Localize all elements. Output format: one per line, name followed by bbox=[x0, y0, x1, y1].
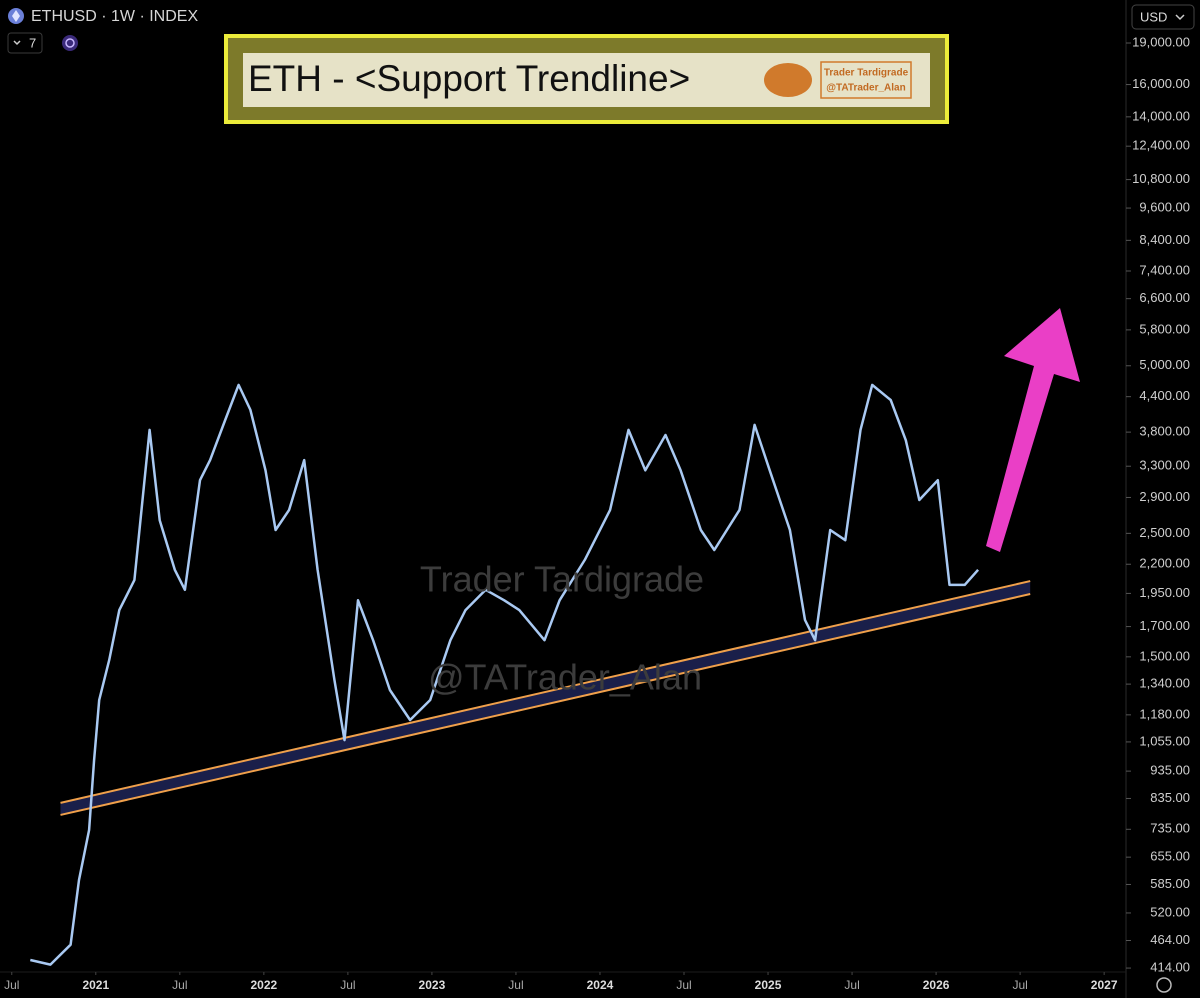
y-tick-label: 1,700.00 bbox=[1139, 618, 1190, 633]
y-tick-label: 1,950.00 bbox=[1139, 585, 1190, 600]
y-tick-label: 1,055.00 bbox=[1139, 733, 1190, 748]
x-tick-label: Jul bbox=[508, 978, 523, 992]
currency: USD bbox=[1140, 9, 1167, 24]
logo-icon bbox=[764, 63, 812, 97]
x-tick-label: 2027 bbox=[1091, 978, 1118, 992]
support-band bbox=[60, 581, 1031, 815]
y-tick-label: 835.00 bbox=[1150, 790, 1190, 805]
title-box bbox=[243, 53, 930, 107]
x-tick-label: 2024 bbox=[587, 978, 614, 992]
currency-selector[interactable] bbox=[1131, 4, 1195, 30]
y-tick-label: 3,300.00 bbox=[1139, 458, 1190, 473]
y-tick-label: 10,800.00 bbox=[1132, 171, 1190, 186]
indicator-count: 7 bbox=[29, 35, 36, 50]
y-tick-label: 1,340.00 bbox=[1139, 676, 1190, 691]
y-tick-label: 2,900.00 bbox=[1139, 489, 1190, 504]
y-tick-label: 16,000.00 bbox=[1132, 76, 1190, 91]
logo-text: Trader Tardigrade bbox=[824, 68, 909, 79]
chevron bbox=[13, 40, 21, 46]
logo-text: @TATrader_Alan bbox=[826, 83, 905, 94]
x-tick-label: Jul bbox=[4, 978, 19, 992]
y-tick-label: 1,500.00 bbox=[1139, 648, 1190, 663]
support-line-upper bbox=[60, 580, 1031, 804]
x-tick-label: 2022 bbox=[251, 978, 278, 992]
up-arrow bbox=[986, 308, 1080, 552]
settings-icon[interactable] bbox=[1156, 977, 1172, 993]
x-tick-label: Jul bbox=[172, 978, 187, 992]
indicator-toggle[interactable] bbox=[7, 32, 43, 54]
y-tick-label: 3,800.00 bbox=[1139, 424, 1190, 439]
y-tick-label: 12,400.00 bbox=[1132, 138, 1190, 153]
y-tick-label: 1,180.00 bbox=[1139, 706, 1190, 721]
watermark: @TATrader_Alan bbox=[428, 657, 702, 698]
y-tick-label: 9,600.00 bbox=[1139, 199, 1190, 214]
y-tick-label: 464.00 bbox=[1150, 932, 1190, 947]
y-tick-label: 655.00 bbox=[1150, 849, 1190, 864]
y-tick-label: 735.00 bbox=[1150, 821, 1190, 836]
chart-title: ETH - <Support Trendline> bbox=[248, 58, 690, 99]
y-tick-label: 6,600.00 bbox=[1139, 290, 1190, 305]
eth-icon-glyph bbox=[12, 10, 20, 22]
y-tick-label: 414.00 bbox=[1150, 960, 1190, 975]
sync-icon[interactable] bbox=[62, 35, 78, 51]
y-tick-label: 2,200.00 bbox=[1139, 556, 1190, 571]
y-tick-label: 520.00 bbox=[1150, 904, 1190, 919]
y-tick-label: 5,000.00 bbox=[1139, 357, 1190, 372]
sync-glyph bbox=[65, 38, 75, 48]
chevron bbox=[1175, 14, 1185, 21]
symbol-label: ETHUSD · 1W · INDEX bbox=[31, 8, 198, 25]
x-tick-label: 2021 bbox=[82, 978, 109, 992]
y-tick-label: 4,400.00 bbox=[1139, 388, 1190, 403]
y-tick-label: 585.00 bbox=[1150, 876, 1190, 891]
x-tick-label: Jul bbox=[340, 978, 355, 992]
y-tick-label: 935.00 bbox=[1150, 763, 1190, 778]
y-tick-label: 8,400.00 bbox=[1139, 232, 1190, 247]
x-tick-label: Jul bbox=[676, 978, 691, 992]
plot-area: 19,000.00 16,000.00 14,000.00 12,400.00 10,8… bbox=[4, 34, 1190, 992]
y-tick-label: 7,400.00 bbox=[1139, 262, 1190, 277]
support-line-lower bbox=[60, 593, 1031, 816]
watermark: Trader Tardigrade bbox=[420, 559, 704, 600]
price-line bbox=[30, 383, 980, 966]
logo-box bbox=[820, 61, 912, 99]
y-tick-label: 2,500.00 bbox=[1139, 525, 1190, 540]
x-tick-label: 2026 bbox=[923, 978, 950, 992]
x-tick-label: 2023 bbox=[419, 978, 446, 992]
x-tick-label: Jul bbox=[1012, 978, 1027, 992]
y-tick-label: 14,000.00 bbox=[1132, 108, 1190, 123]
x-tick-label: 2025 bbox=[755, 978, 782, 992]
y-tick-label: 19,000.00 bbox=[1132, 34, 1190, 49]
x-tick-label: Jul bbox=[844, 978, 859, 992]
y-tick-label: 5,800.00 bbox=[1139, 321, 1190, 336]
